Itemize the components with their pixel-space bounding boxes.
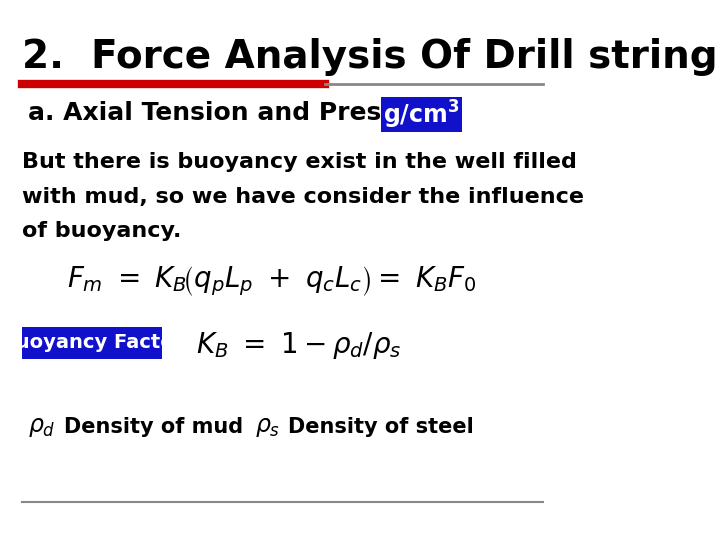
FancyBboxPatch shape (22, 327, 163, 359)
Text: Density of mud: Density of mud (64, 416, 243, 437)
Text: But there is buoyancy exist in the well filled: But there is buoyancy exist in the well … (22, 152, 577, 172)
Text: a. Axial Tension and Pressure: a. Axial Tension and Pressure (28, 102, 444, 125)
Text: $K_B \ = \ 1 - \rho_d/\rho_s$: $K_B \ = \ 1 - \rho_d/\rho_s$ (196, 330, 402, 361)
Text: $\mathbf{g/cm^3}$: $\mathbf{g/cm^3}$ (383, 99, 459, 131)
Text: 2.  Force Analysis Of Drill string: 2. Force Analysis Of Drill string (22, 38, 718, 76)
Text: Density of steel: Density of steel (289, 416, 474, 437)
Text: of buoyancy.: of buoyancy. (22, 221, 181, 241)
FancyBboxPatch shape (381, 97, 462, 132)
Text: $\rho_d$: $\rho_d$ (28, 415, 55, 438)
Text: $\rho_s$: $\rho_s$ (255, 415, 280, 438)
Text: with mud, so we have consider the influence: with mud, so we have consider the influe… (22, 187, 585, 207)
Text: Buoyancy Factor: Buoyancy Factor (1, 333, 184, 353)
Text: $F_m \ = \ K_B\!\left(q_p L_p \ + \ q_c L_c\right) = \ K_B F_0$: $F_m \ = \ K_B\!\left(q_p L_p \ + \ q_c … (67, 264, 477, 298)
